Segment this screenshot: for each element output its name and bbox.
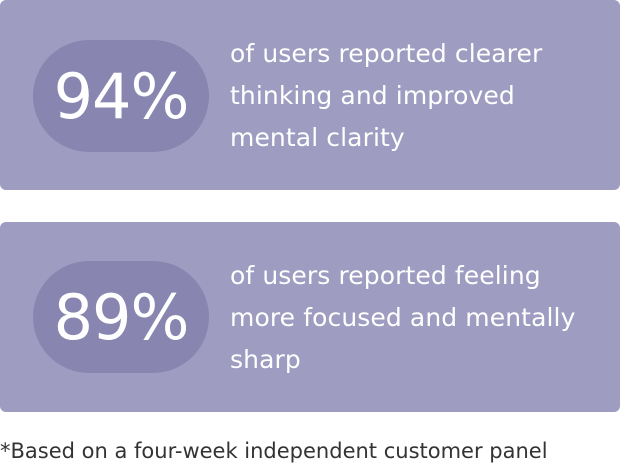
- stat-value-pill-2: 89%: [33, 261, 209, 373]
- stat-description-2: of users reported feeling more focused a…: [230, 261, 576, 374]
- stat-description-1: of users reported clearer thinking and i…: [230, 39, 543, 152]
- stat-value-2: 89%: [53, 280, 190, 354]
- stat-value-1: 94%: [53, 59, 190, 133]
- stat-value-pill-1: 94%: [33, 40, 209, 152]
- footnote: *Based on a four-week independent custom…: [0, 439, 548, 463]
